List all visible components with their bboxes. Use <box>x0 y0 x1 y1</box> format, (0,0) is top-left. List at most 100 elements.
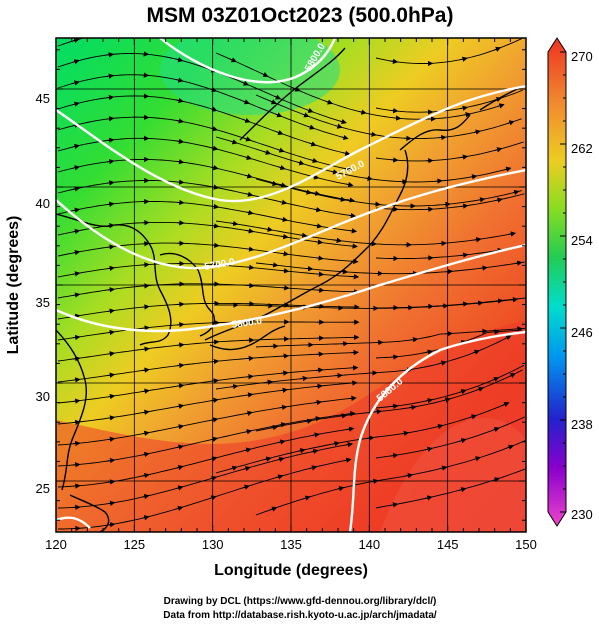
streamline-arrow <box>245 173 253 179</box>
x-axis-label: Longitude (degrees) <box>214 562 368 579</box>
y-tick-label: 30 <box>36 389 50 404</box>
taiwan <box>69 494 110 532</box>
streamline-arrow <box>107 329 116 336</box>
contour-1 <box>159 38 337 84</box>
streamline-arrow <box>303 495 311 501</box>
streamline-arrow <box>476 386 485 392</box>
hokkaido-coast <box>399 114 471 151</box>
streamline-arrow <box>443 201 451 208</box>
streamline-arrow <box>107 265 115 272</box>
streamline-arrow <box>312 432 320 438</box>
streamline-arrow <box>176 342 185 348</box>
streamline-arrow <box>176 362 185 369</box>
streamline-arrow <box>273 94 282 100</box>
streamline-arrow <box>371 478 379 485</box>
streamline-arrow <box>390 58 399 64</box>
streamline-arrow <box>107 436 116 442</box>
streamline-arrow <box>72 143 80 150</box>
streamline-arrow <box>409 404 417 411</box>
streamline-arrow <box>503 166 512 172</box>
streamline-arrow <box>270 180 278 187</box>
streamline-arrow <box>209 87 218 93</box>
streamline-arrow <box>230 220 239 227</box>
streamline-arrow <box>309 465 318 471</box>
streamline-arrow <box>393 115 402 121</box>
streamline-arrow <box>176 118 185 124</box>
streamline-arrow <box>460 105 469 111</box>
streamline-arrow <box>493 46 502 52</box>
streamline-arrow <box>72 398 81 404</box>
streamline <box>375 416 525 459</box>
streamline-arrow <box>276 456 285 463</box>
streamline-arrow <box>210 436 219 442</box>
streamline-arrow <box>107 287 115 293</box>
streamline-arrow <box>242 484 250 490</box>
streamline-arrow <box>298 448 306 454</box>
streamline-arrow <box>278 182 287 188</box>
streamline-arrow <box>359 109 367 115</box>
streamline-arrow <box>176 159 185 165</box>
streamline-arrow <box>469 414 477 420</box>
streamline-arrow <box>334 237 343 243</box>
streamline-arrow <box>365 175 373 182</box>
y-axis-label: Latitude (degrees) <box>5 216 22 355</box>
colorbar-tick-label: 262 <box>571 141 593 156</box>
streamline-arrow <box>72 292 81 298</box>
streamline-arrow <box>507 120 515 126</box>
streamline-arrow <box>460 56 468 62</box>
streamline-arrow <box>341 134 349 141</box>
streamline-arrow <box>344 166 353 172</box>
streamline-arrow <box>106 137 115 143</box>
streamline-arrow <box>210 126 219 132</box>
streamline-arrow <box>332 441 340 447</box>
kyushu-shikoku <box>209 325 286 351</box>
warm-patch <box>380 418 526 532</box>
streamline-arrow <box>244 154 253 161</box>
streamline-arrow <box>459 389 467 395</box>
streamline-arrow <box>346 426 355 432</box>
streamline-arrow <box>72 228 81 235</box>
streamline-arrow <box>107 351 116 357</box>
streamline-arrow <box>230 383 239 390</box>
streamline-arrow <box>245 410 253 416</box>
streamline-arrow <box>277 147 285 153</box>
streamline-arrow <box>307 124 316 130</box>
streamline-arrow <box>439 465 448 471</box>
colorbar-tick-label: 246 <box>571 325 593 340</box>
plot-area: 5800.0 5760.0 5700.0 5800.0 5880.0 <box>56 38 526 532</box>
streamline-arrow <box>265 226 273 232</box>
streamline-arrow <box>243 447 252 453</box>
y-tick-label: 45 <box>36 91 50 106</box>
streamline-arrow <box>299 232 308 238</box>
x-tick-labels: 120 125 130 135 140 145 150 <box>45 537 537 552</box>
streamline-arrow <box>210 106 218 112</box>
streamline-arrow <box>106 158 115 165</box>
streamline-arrow <box>142 409 150 415</box>
streamline-arrow <box>211 358 220 365</box>
streamline-arrow <box>209 475 218 481</box>
streamline-arrow <box>425 349 434 355</box>
streamline-arrow <box>502 402 510 407</box>
streamline-arrow <box>425 397 434 404</box>
streamline-arrow <box>176 403 185 409</box>
streamline-arrow <box>506 444 514 450</box>
streamline-arrow <box>176 138 185 144</box>
streamline-arrow <box>366 435 375 441</box>
streamline-arrow <box>269 506 278 512</box>
streamline-arrow <box>176 179 185 185</box>
streamline-arrow <box>494 147 503 153</box>
streamline-arrow <box>142 493 150 500</box>
streamline-arrow <box>72 186 81 192</box>
streamline-arrow <box>244 429 253 435</box>
streamline-arrow <box>175 57 184 63</box>
streamline-arrow <box>350 243 358 249</box>
streamline-arrow <box>480 265 488 271</box>
streamline-arrow <box>230 139 238 145</box>
streamline-arrow <box>313 416 322 422</box>
streamline-arrow <box>349 395 357 402</box>
streamline-arrow <box>211 397 219 403</box>
streamline-arrow <box>72 59 80 65</box>
streamline-arrow <box>304 189 312 195</box>
grid-lines <box>56 38 526 532</box>
streamline-arrow <box>314 399 323 406</box>
